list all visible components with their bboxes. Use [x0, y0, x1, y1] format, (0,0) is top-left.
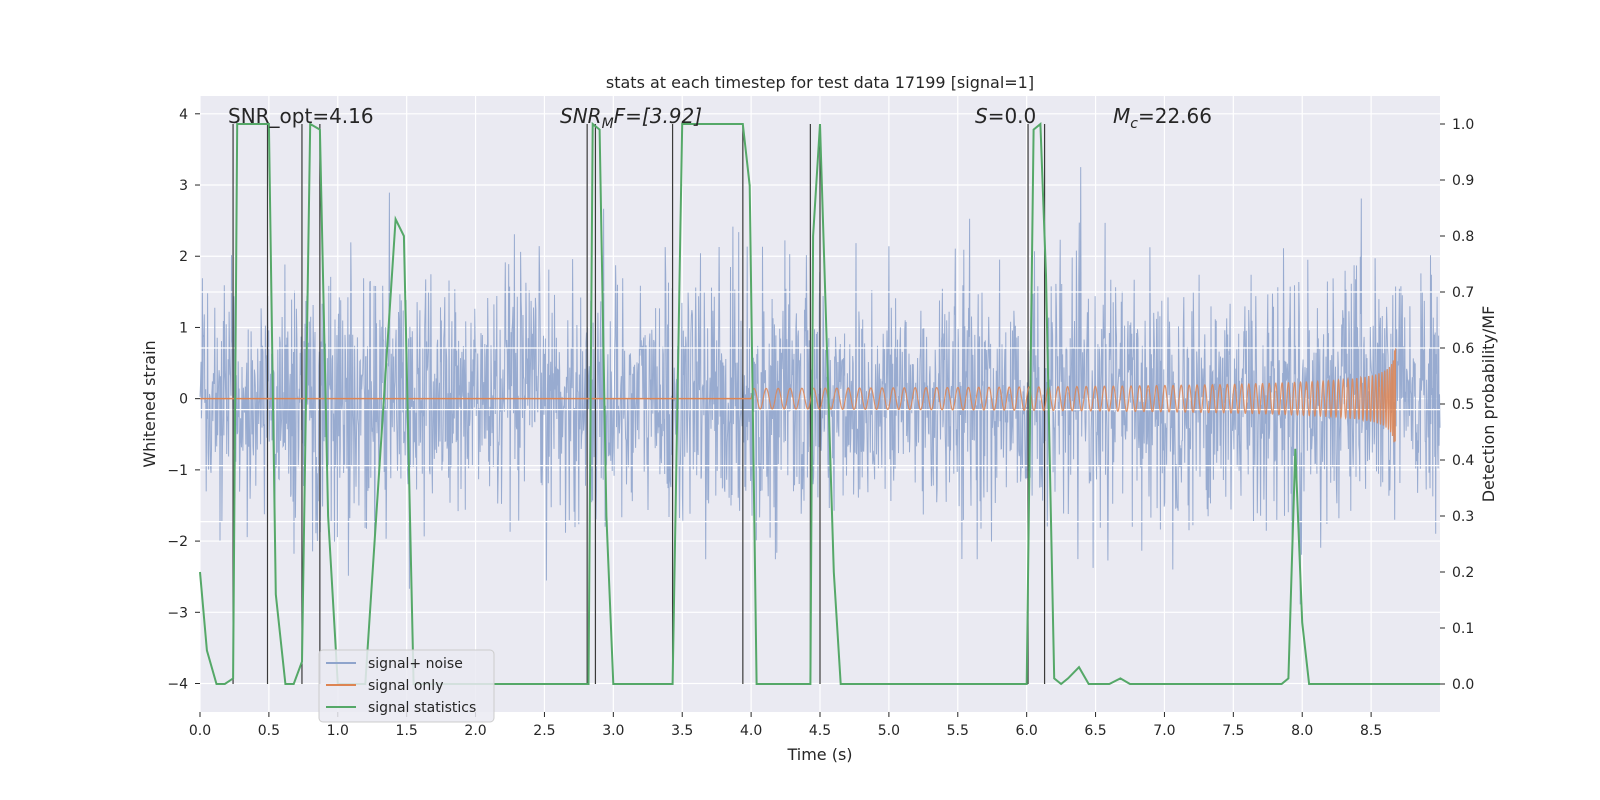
right-tick-label: 0.0 — [1452, 677, 1474, 693]
event-markers — [232, 124, 1046, 684]
annotation-s: S=0.0 — [975, 104, 1036, 128]
legend-label-signal: signal only — [368, 678, 443, 694]
left-tick-label: 1 — [179, 320, 188, 336]
left-tick-label: −3 — [167, 605, 188, 621]
x-tick-label: 4.0 — [740, 723, 762, 739]
annotation-mc: Mc=22.66 — [1113, 104, 1212, 132]
annotation-snr-mf: SNRMF=[3.92] — [560, 104, 702, 132]
left-axis-ticks: −4 −3 −2 −1 0 1 2 3 4 — [167, 107, 200, 693]
chart-title: stats at each timestep for test data 171… — [606, 73, 1034, 92]
x-tick-label: 6.0 — [1016, 723, 1038, 739]
x-tick-label: 8.0 — [1291, 723, 1313, 739]
annotation-mc-sub: c — [1130, 116, 1138, 132]
x-tick-label: 7.0 — [1153, 723, 1175, 739]
stats-line — [199, 121, 1440, 686]
legend-label-noise: signal+ noise — [368, 656, 463, 672]
left-tick-label: −4 — [167, 677, 188, 693]
legend-label-stats: signal statistics — [368, 700, 476, 716]
left-tick-label: 4 — [179, 107, 188, 123]
x-tick-label: 4.5 — [809, 723, 831, 739]
x-axis-ticks: 0.0 0.5 1.0 1.5 2.0 2.5 3.0 3.5 4.0 4.5 5.0 5.5 6.0 6… — [189, 712, 1382, 739]
x-tick-label: 3.5 — [671, 723, 693, 739]
annotation-snr-mf-rest: F=[3.92] — [614, 104, 702, 128]
left-tick-label: −2 — [167, 534, 188, 550]
annotation-snr-opt: SNR_opt=4.16 — [228, 104, 374, 128]
signal-only-series — [200, 348, 1397, 443]
left-tick-label: 0 — [179, 392, 188, 408]
annotation-mc-base: M — [1113, 104, 1130, 128]
x-tick-label: 2.0 — [464, 723, 486, 739]
annotation-snr-mf-sub: M — [602, 116, 614, 132]
annotation-mc-rest: =22.66 — [1138, 104, 1212, 128]
x-tick-label: 0.0 — [189, 723, 211, 739]
legend: signal+ noise signal only signal statist… — [318, 649, 495, 723]
signal-chirp — [750, 348, 1397, 443]
right-axis-ticks: 0.0 0.1 0.2 0.3 0.4 0.5 0.6 0.7 0.8 0.9 1.0 — [1440, 117, 1474, 693]
x-tick-label: 5.5 — [947, 723, 969, 739]
legend-box — [318, 649, 495, 723]
right-tick-label: 0.7 — [1452, 285, 1474, 301]
x-tick-label: 7.5 — [1222, 723, 1244, 739]
right-tick-label: 0.1 — [1452, 621, 1474, 637]
annotation-snr-mf-base: SNR — [560, 104, 602, 128]
right-axis-label: Detection probability/MF — [1479, 306, 1498, 503]
x-axis-label: Time (s) — [786, 745, 852, 764]
x-tick-label: 1.5 — [396, 723, 418, 739]
right-tick-label: 0.5 — [1452, 397, 1474, 413]
right-tick-label: 0.3 — [1452, 509, 1474, 525]
x-tick-label: 5.0 — [878, 723, 900, 739]
annotation-s-rest: =0.0 — [988, 104, 1037, 128]
left-tick-label: 3 — [179, 178, 188, 194]
signal-statistics-series — [199, 121, 1440, 686]
right-tick-label: 0.4 — [1452, 453, 1474, 469]
right-tick-label: 0.8 — [1452, 229, 1474, 245]
x-tick-label: 0.5 — [258, 723, 280, 739]
x-tick-label: 2.5 — [533, 723, 555, 739]
right-tick-label: 0.2 — [1452, 565, 1474, 581]
x-tick-label: 1.0 — [327, 723, 349, 739]
right-tick-label: 0.6 — [1452, 341, 1474, 357]
left-axis-label: Whitened strain — [140, 340, 159, 467]
x-tick-label: 6.5 — [1084, 723, 1106, 739]
x-tick-label: 8.5 — [1360, 723, 1382, 739]
left-tick-label: −1 — [167, 463, 188, 479]
right-tick-label: 1.0 — [1452, 117, 1474, 133]
right-tick-label: 0.9 — [1452, 173, 1474, 189]
left-tick-label: 2 — [179, 249, 188, 265]
x-tick-label: 3.0 — [602, 723, 624, 739]
annotation-s-base: S — [975, 104, 988, 128]
